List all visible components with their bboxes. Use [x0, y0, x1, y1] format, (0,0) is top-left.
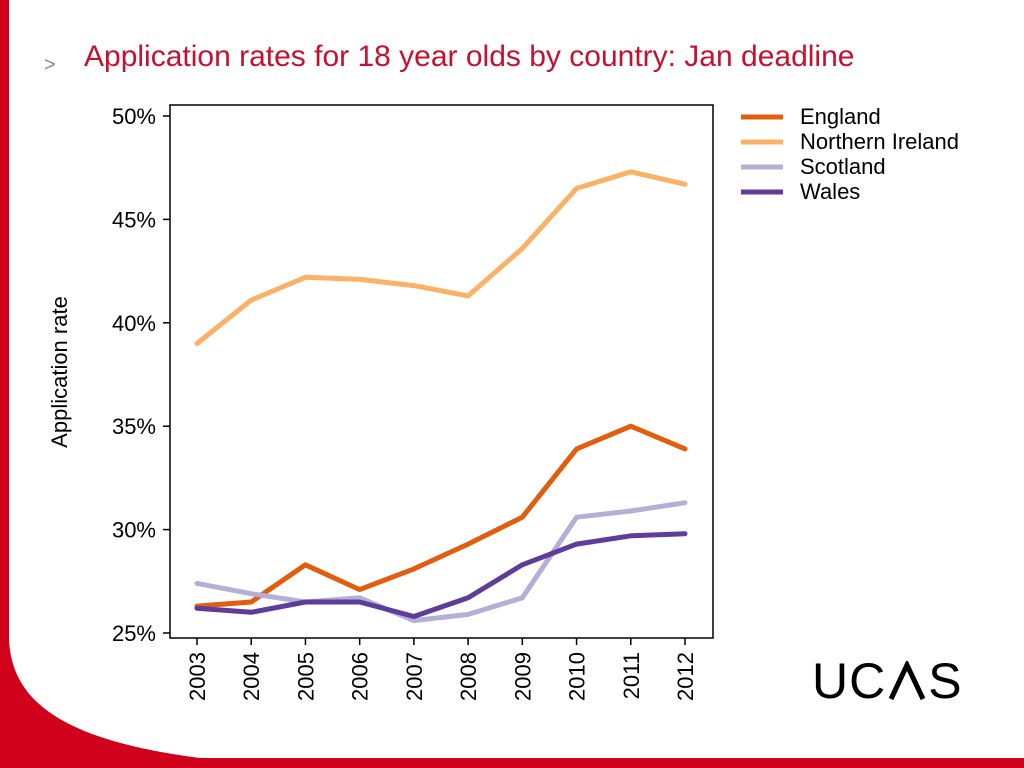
- x-tick-label: 2009: [510, 652, 535, 701]
- x-tick-label: 2004: [239, 652, 264, 701]
- logo-text-end: S: [928, 653, 963, 709]
- x-tick-label: 2008: [456, 652, 481, 701]
- x-tick-label: 2006: [348, 652, 373, 701]
- x-tick-label: 2003: [185, 652, 210, 701]
- legend-label: Scotland: [800, 154, 886, 179]
- x-tick-label: 2011: [619, 652, 644, 699]
- y-axis-label: Application rate: [47, 296, 72, 448]
- y-tick-label: 35%: [112, 414, 156, 439]
- series-line-wales: [194, 531, 688, 619]
- y-axis: 25% 30% 35% 40% 45% 50%: [112, 104, 170, 646]
- series-line-northern-ireland: [194, 169, 688, 346]
- title-chevron: >: [44, 54, 56, 76]
- corner-swoosh-decoration: [0, 640, 200, 768]
- y-tick-label: 25%: [112, 621, 156, 646]
- series-line-scotland: [194, 500, 688, 624]
- series-line-england: [194, 423, 688, 609]
- left-accent-bar: [0, 0, 9, 768]
- x-tick-label: 2010: [565, 652, 590, 701]
- logo-text-start: UC: [812, 653, 887, 709]
- y-tick-label: 45%: [112, 207, 156, 232]
- x-tick-label: 2012: [673, 652, 698, 701]
- x-tick-label: 2007: [402, 652, 427, 701]
- x-axis: 2003 2004 2005 2006 2007 2008 2009 2010 2011 2012: [185, 638, 698, 701]
- legend-label: England: [800, 104, 881, 129]
- y-tick-label: 40%: [112, 311, 156, 336]
- logo-chevron-a-icon: [888, 661, 926, 701]
- series-layer: [194, 169, 688, 624]
- bottom-accent-bar: [0, 758, 1024, 768]
- slide-title: Application rates for 18 year olds by co…: [84, 40, 855, 73]
- x-tick-label: 2005: [293, 652, 318, 701]
- legend-label: Northern Ireland: [800, 129, 959, 154]
- plot-frame: [169, 104, 714, 639]
- y-tick-label: 50%: [112, 104, 156, 129]
- y-tick-label: 30%: [112, 518, 156, 543]
- legend-label: Wales: [800, 179, 860, 204]
- ucas-logo: UC S: [812, 652, 963, 710]
